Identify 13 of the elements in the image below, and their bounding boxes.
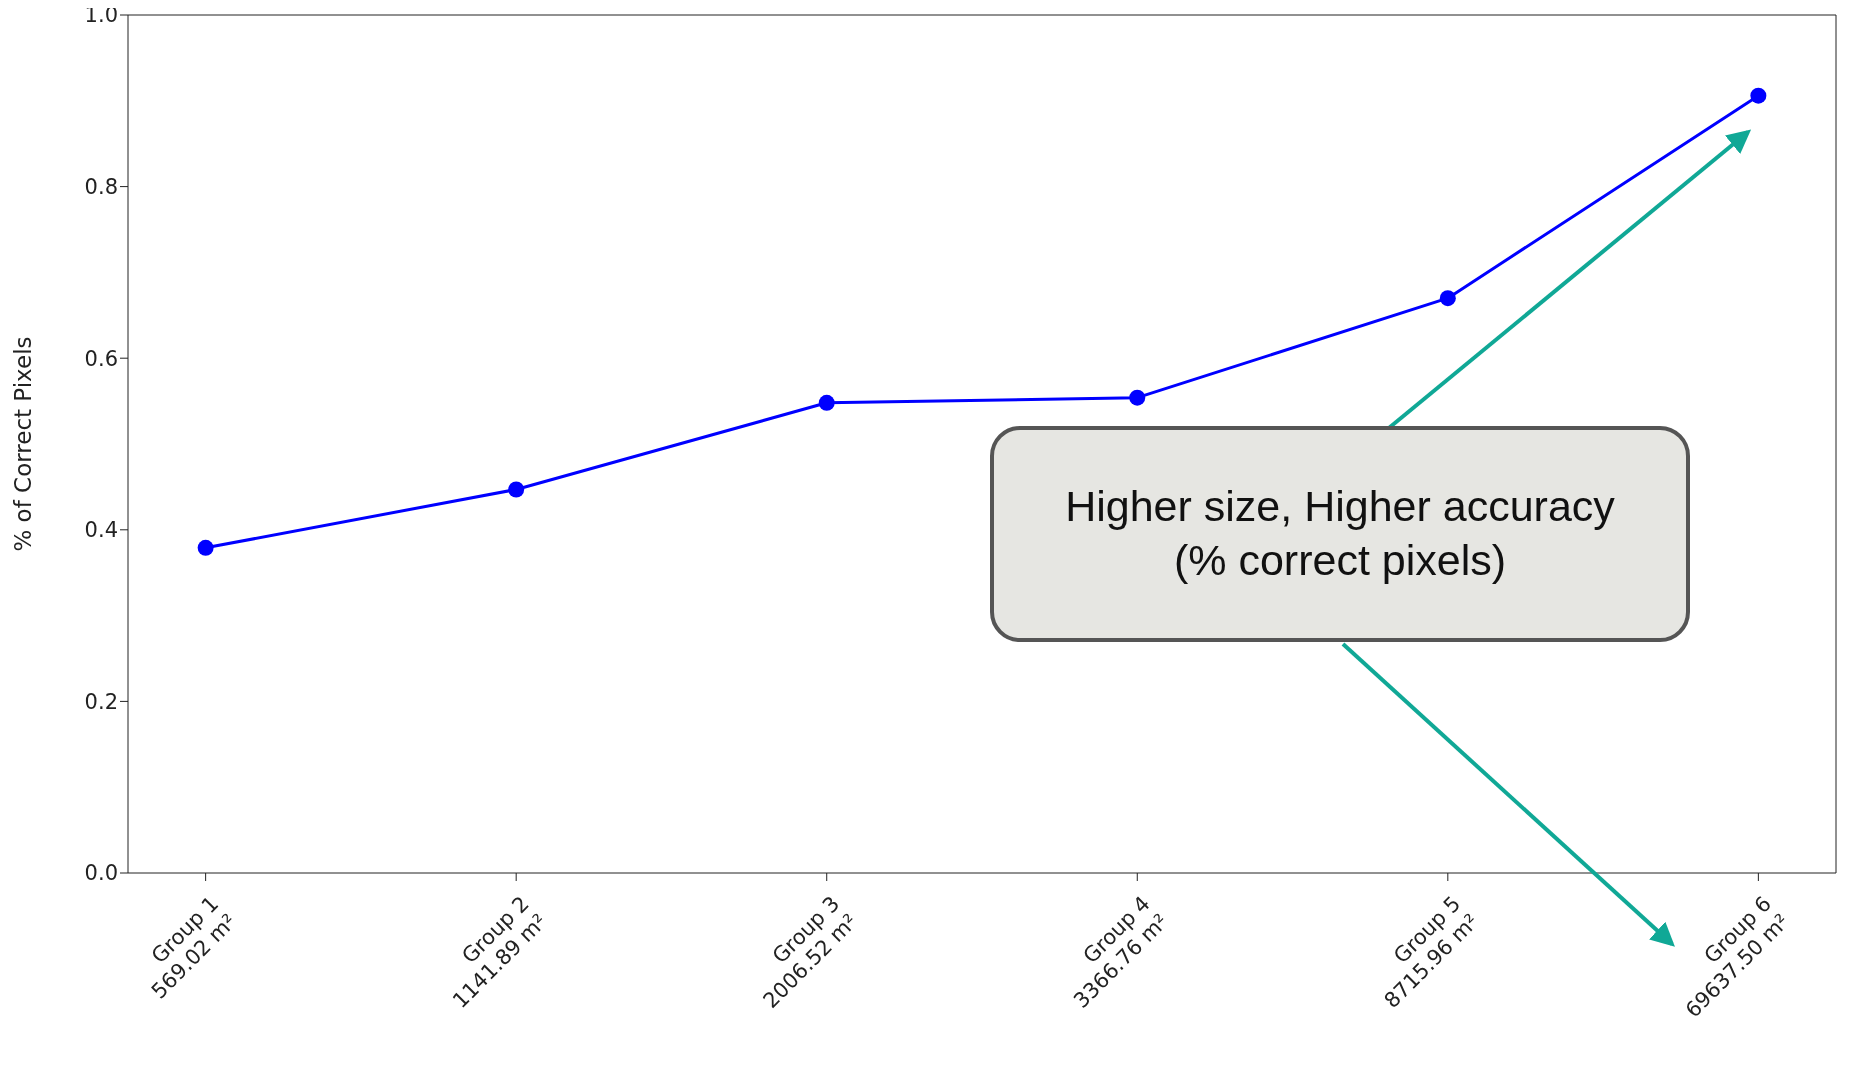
y-tick-label: 0.6 — [84, 346, 118, 371]
point — [1129, 389, 1146, 406]
y-tick-label: 0.8 — [84, 175, 118, 200]
point — [197, 539, 214, 556]
y-tick-label: 0.0 — [84, 861, 118, 886]
point — [1439, 290, 1456, 307]
y-tick-label: 0.4 — [84, 518, 118, 543]
point — [508, 481, 525, 498]
point — [1750, 87, 1767, 104]
point — [818, 394, 835, 411]
y-tick-label: 0.2 — [84, 689, 118, 714]
y-axis-title: % of Correct Pixels — [10, 336, 37, 552]
callout-box: Higher size, Higher accuracy (% correct pixels) — [990, 426, 1690, 642]
